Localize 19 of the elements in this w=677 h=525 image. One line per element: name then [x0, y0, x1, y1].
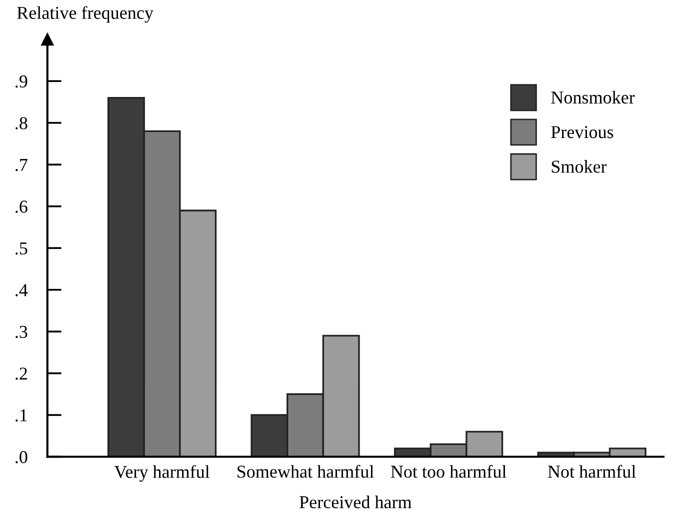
y-tick-label: .4 — [16, 284, 28, 296]
y-tick-label: .8 — [16, 117, 28, 130]
y-tick-label: .3 — [16, 326, 28, 338]
y-tick-label: .0 — [16, 451, 28, 464]
y-tick-label: .9 — [16, 75, 28, 88]
legend-label: Smoker — [552, 160, 607, 173]
y-tick-label: .2 — [16, 368, 27, 380]
y-axis-title: Relative frequency — [17, 6, 154, 23]
x-tick-label: Not harmful — [548, 464, 636, 478]
y-tick-label: .1 — [16, 409, 27, 422]
x-tick-label: Somewhat harmful — [238, 464, 374, 478]
legend-label: Previous — [551, 126, 614, 138]
y-tick-label: .5 — [16, 242, 28, 255]
legend-label: Nonsmoker — [551, 90, 635, 104]
x-axis-title: Perceived harm — [300, 496, 412, 508]
x-tick-label: Not too harmful — [390, 464, 506, 478]
x-tick-label: Very harmful — [114, 465, 210, 482]
y-tick-label: .7 — [16, 159, 28, 172]
y-tick-label: .6 — [16, 200, 28, 213]
